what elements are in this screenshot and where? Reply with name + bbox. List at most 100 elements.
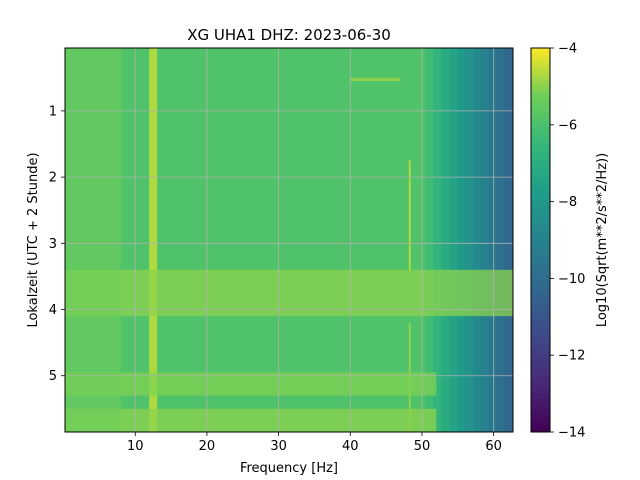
heatmap-cell <box>417 368 426 432</box>
heatmap-cell <box>481 48 490 113</box>
heatmap-cell <box>201 368 210 432</box>
heatmap-cell <box>289 112 298 177</box>
heatmap-cell <box>409 176 418 241</box>
heatmap-cell <box>417 176 426 241</box>
heatmap-cell <box>225 176 234 241</box>
heatmap-cell <box>377 368 386 432</box>
heatmap-cell <box>209 304 218 369</box>
heatmap-cell <box>353 304 362 369</box>
heatmap-cell <box>409 48 418 113</box>
heatmap-cell <box>457 112 466 177</box>
heatmap-cell <box>449 176 458 241</box>
heatmap-cell <box>273 48 282 113</box>
colorbar: −4 −6 −8 −10 −12 −14 Log10(Sqrt(m**2/s**2/Hz)… <box>530 42 610 441</box>
heatmap-cell <box>457 48 466 113</box>
heatmap-cell <box>281 304 290 369</box>
spectrogram-plot-area <box>65 48 513 432</box>
heatmap-cell <box>297 304 306 369</box>
heatmap-cell <box>345 112 354 177</box>
heatmap-cell <box>329 304 338 369</box>
heatmap-cell <box>465 368 474 432</box>
heatmap-cell <box>393 304 402 369</box>
heatmap-cell <box>385 368 394 432</box>
heatmap-cell <box>137 368 146 432</box>
x-tick-label: 60 <box>485 439 502 454</box>
heatmap-cell <box>305 48 314 113</box>
heatmap-cell <box>169 176 178 241</box>
colorbar-tick-label: −14 <box>558 426 585 441</box>
heatmap-cell <box>441 176 450 241</box>
heatmap-cell <box>305 176 314 241</box>
heatmap-cell <box>425 304 434 369</box>
heatmap-cell <box>369 176 378 241</box>
heatmap-cell <box>385 176 394 241</box>
heatmap-cell <box>457 176 466 241</box>
heatmap-cell <box>425 368 434 432</box>
heatmap-cell <box>369 304 378 369</box>
heatmap-cell <box>433 176 442 241</box>
heatmap-cell <box>281 176 290 241</box>
heatmap-cell <box>265 176 274 241</box>
plot-frame <box>64 47 514 433</box>
heatmap-cell <box>121 112 130 177</box>
heatmap-cell <box>233 176 242 241</box>
heatmap-cell <box>473 368 482 432</box>
heatmap-cell <box>153 112 162 177</box>
heatmap-cell <box>449 48 458 113</box>
heatmap-cell <box>169 368 178 432</box>
heatmap-cell <box>121 176 130 241</box>
heatmap-cell <box>265 112 274 177</box>
heatmap-cell <box>273 176 282 241</box>
heatmap-cell <box>377 304 386 369</box>
heatmap-cell <box>129 112 138 177</box>
heatmap-cell <box>409 112 418 177</box>
heatmap-cell <box>209 368 218 432</box>
heatmap-cell <box>249 112 258 177</box>
heatmap-cell <box>177 48 186 113</box>
heatmap-cell <box>409 304 418 369</box>
heatmap-cell <box>321 176 330 241</box>
heatmap-cell <box>153 304 162 369</box>
heatmap-cell <box>201 304 210 369</box>
heatmap-cell <box>417 304 426 369</box>
spectral-feature-horizontal-band <box>65 408 437 432</box>
spectral-feature-horizontal-band <box>65 269 513 317</box>
heatmap-cell <box>505 48 513 113</box>
heatmap-cell <box>313 368 322 432</box>
heatmap-cell <box>257 48 266 113</box>
heatmap-cell <box>257 368 266 432</box>
colorbar-tick-label: −10 <box>558 272 585 287</box>
heatmap-cell <box>417 112 426 177</box>
heatmap-cell <box>505 112 513 177</box>
heatmap-cell <box>217 112 226 177</box>
heatmap-cell <box>481 304 490 369</box>
heatmap-cell <box>369 112 378 177</box>
heatmap-cell <box>329 48 338 113</box>
heatmap-cell <box>305 368 314 432</box>
colorbar-tick-label: −12 <box>558 349 585 364</box>
heatmap-cell <box>241 112 250 177</box>
heatmap-cell <box>241 304 250 369</box>
heatmap-cell <box>169 304 178 369</box>
heatmap-cell <box>289 48 298 113</box>
heatmap-cell <box>129 368 138 432</box>
heatmap-cell <box>401 48 410 113</box>
spectral-feature-low-frequency-band <box>65 48 121 432</box>
heatmap-cell <box>353 368 362 432</box>
heatmap-cell <box>313 112 322 177</box>
heatmap-cell <box>337 368 346 432</box>
heatmap-cell <box>161 176 170 241</box>
heatmap-cell <box>225 112 234 177</box>
heatmap-cell <box>497 368 506 432</box>
heatmap-cell <box>409 368 418 432</box>
heatmap-cell <box>497 304 506 369</box>
heatmap-cell <box>273 304 282 369</box>
heatmap-cell <box>505 368 513 432</box>
heatmap-cell <box>153 48 162 113</box>
heatmap-cell <box>473 304 482 369</box>
heatmap-cell <box>481 368 490 432</box>
colorbar-tick-label: −4 <box>558 42 577 57</box>
heatmap-cell <box>241 176 250 241</box>
heatmap-cell <box>353 176 362 241</box>
heatmap-cell <box>289 304 298 369</box>
